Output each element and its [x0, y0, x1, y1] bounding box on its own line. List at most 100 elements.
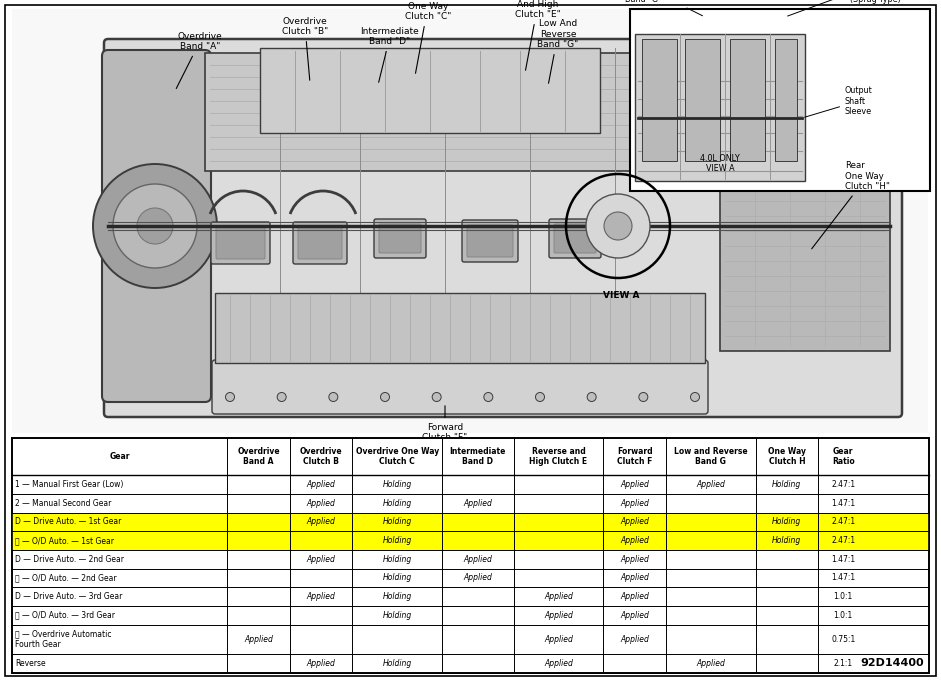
- Text: Holding: Holding: [382, 518, 412, 526]
- Text: 2.47:1: 2.47:1: [831, 536, 855, 545]
- Bar: [12, 438, 929, 673]
- Text: Applied: Applied: [620, 498, 649, 508]
- Bar: [12, 531, 929, 550]
- FancyBboxPatch shape: [293, 222, 347, 264]
- Text: Applied: Applied: [620, 518, 649, 526]
- Text: Applied: Applied: [463, 573, 492, 582]
- Text: Applied: Applied: [307, 498, 335, 508]
- Text: Applied: Applied: [620, 480, 649, 489]
- Text: Applied: Applied: [696, 480, 726, 489]
- Text: Applied: Applied: [307, 659, 335, 668]
- Text: Gear
Ratio: Gear Ratio: [832, 447, 854, 466]
- Text: 1.47:1: 1.47:1: [831, 555, 855, 564]
- Text: Applied: Applied: [544, 635, 573, 644]
- Text: D — Drive Auto. — 3rd Gear: D — Drive Auto. — 3rd Gear: [15, 592, 122, 601]
- Text: Holding: Holding: [773, 536, 802, 545]
- Text: 1.47:1: 1.47:1: [831, 498, 855, 508]
- Text: 0.75:1: 0.75:1: [831, 635, 855, 644]
- Text: Reverse: Reverse: [15, 659, 45, 668]
- Bar: [775, 39, 797, 161]
- Text: Overdrive
One Way
Clutch "C": Overdrive One Way Clutch "C": [405, 0, 451, 74]
- Text: Low and Reverse
Band G: Low and Reverse Band G: [674, 447, 747, 466]
- Text: Holding: Holding: [382, 611, 412, 620]
- Circle shape: [432, 392, 441, 402]
- Text: One Way
Clutch H: One Way Clutch H: [768, 447, 805, 466]
- Text: 2.47:1: 2.47:1: [831, 480, 855, 489]
- FancyBboxPatch shape: [102, 50, 211, 402]
- Text: 4.0L ONLY
VIEW A: 4.0L ONLY VIEW A: [700, 154, 740, 173]
- Text: 2 — Manual Second Gear: 2 — Manual Second Gear: [15, 498, 111, 508]
- Text: Applied: Applied: [544, 592, 573, 601]
- Circle shape: [93, 164, 217, 288]
- Text: Applied: Applied: [620, 611, 649, 620]
- Text: 92D14400: 92D14400: [860, 658, 924, 668]
- Text: Holding: Holding: [382, 659, 412, 668]
- Text: Overdrive
Clutch "B": Overdrive Clutch "B": [282, 16, 328, 80]
- Bar: [630, 9, 930, 191]
- Text: Low And Reverse
Band "G": Low And Reverse Band "G": [625, 0, 703, 16]
- Text: Output
Shaft
Sleeve: Output Shaft Sleeve: [805, 86, 872, 117]
- Text: 1.47:1: 1.47:1: [831, 573, 855, 582]
- Text: Holding: Holding: [382, 536, 412, 545]
- Bar: [730, 39, 765, 161]
- Text: Applied: Applied: [620, 573, 649, 582]
- Bar: [642, 39, 677, 161]
- Text: D — Drive Auto. — 2nd Gear: D — Drive Auto. — 2nd Gear: [15, 555, 124, 564]
- Text: Holding: Holding: [382, 573, 412, 582]
- Text: Holding: Holding: [382, 592, 412, 601]
- FancyBboxPatch shape: [216, 227, 265, 259]
- Text: Gear: Gear: [109, 452, 130, 461]
- FancyBboxPatch shape: [379, 224, 421, 253]
- Text: 1 — Manual First Gear (Low): 1 — Manual First Gear (Low): [15, 480, 123, 489]
- Bar: [215, 293, 705, 363]
- Text: VIEW A: VIEW A: [603, 291, 639, 300]
- Circle shape: [380, 392, 390, 402]
- Text: Intermediate
Band "D": Intermediate Band "D": [360, 27, 420, 82]
- Text: Holding: Holding: [382, 498, 412, 508]
- Text: 1.0:1: 1.0:1: [834, 592, 853, 601]
- Bar: [685, 39, 720, 161]
- Text: Overdrive
Band A: Overdrive Band A: [237, 447, 280, 466]
- Circle shape: [226, 392, 234, 402]
- Text: ⓓ — Overdrive Automatic
Fourth Gear: ⓓ — Overdrive Automatic Fourth Gear: [15, 630, 111, 649]
- FancyBboxPatch shape: [211, 222, 270, 264]
- Circle shape: [484, 392, 493, 402]
- Text: Overdrive
Clutch B: Overdrive Clutch B: [300, 447, 343, 466]
- Text: Applied: Applied: [544, 611, 573, 620]
- Bar: [12, 513, 929, 531]
- Text: Intermediate
Band D: Intermediate Band D: [450, 447, 506, 466]
- Circle shape: [604, 212, 632, 240]
- Text: 1.0:1: 1.0:1: [834, 611, 853, 620]
- Text: Applied: Applied: [307, 518, 335, 526]
- Text: Overdrive One Way
Clutch C: Overdrive One Way Clutch C: [356, 447, 439, 466]
- FancyBboxPatch shape: [554, 224, 596, 253]
- Bar: [205, 53, 725, 171]
- Text: Applied: Applied: [620, 635, 649, 644]
- Circle shape: [535, 392, 545, 402]
- Circle shape: [328, 392, 338, 402]
- Bar: [12, 9, 928, 433]
- Bar: [720, 103, 890, 351]
- Text: Overdrive
Band "A": Overdrive Band "A": [176, 31, 222, 89]
- Bar: [635, 34, 805, 181]
- Text: Rear
One Way
Clutch "H": Rear One Way Clutch "H": [812, 161, 890, 249]
- Text: Forward
Clutch "F": Forward Clutch "F": [423, 406, 468, 443]
- Circle shape: [113, 184, 197, 268]
- Text: Applied: Applied: [544, 659, 573, 668]
- Text: Holding: Holding: [382, 555, 412, 564]
- Bar: [260, 48, 600, 133]
- Text: Applied: Applied: [245, 635, 273, 644]
- Text: Holding: Holding: [382, 480, 412, 489]
- Text: Applied: Applied: [620, 592, 649, 601]
- FancyBboxPatch shape: [104, 39, 902, 417]
- Text: Applied: Applied: [620, 536, 649, 545]
- Text: Reverse
And High
Clutch "E": Reverse And High Clutch "E": [515, 0, 561, 70]
- Text: ⓓ — O/D Auto. — 1st Gear: ⓓ — O/D Auto. — 1st Gear: [15, 536, 114, 545]
- Circle shape: [278, 392, 286, 402]
- Text: Applied: Applied: [307, 592, 335, 601]
- Text: Holding: Holding: [773, 480, 802, 489]
- FancyBboxPatch shape: [462, 220, 518, 262]
- Circle shape: [587, 392, 597, 402]
- Text: 2.47:1: 2.47:1: [831, 518, 855, 526]
- Text: Applied: Applied: [307, 555, 335, 564]
